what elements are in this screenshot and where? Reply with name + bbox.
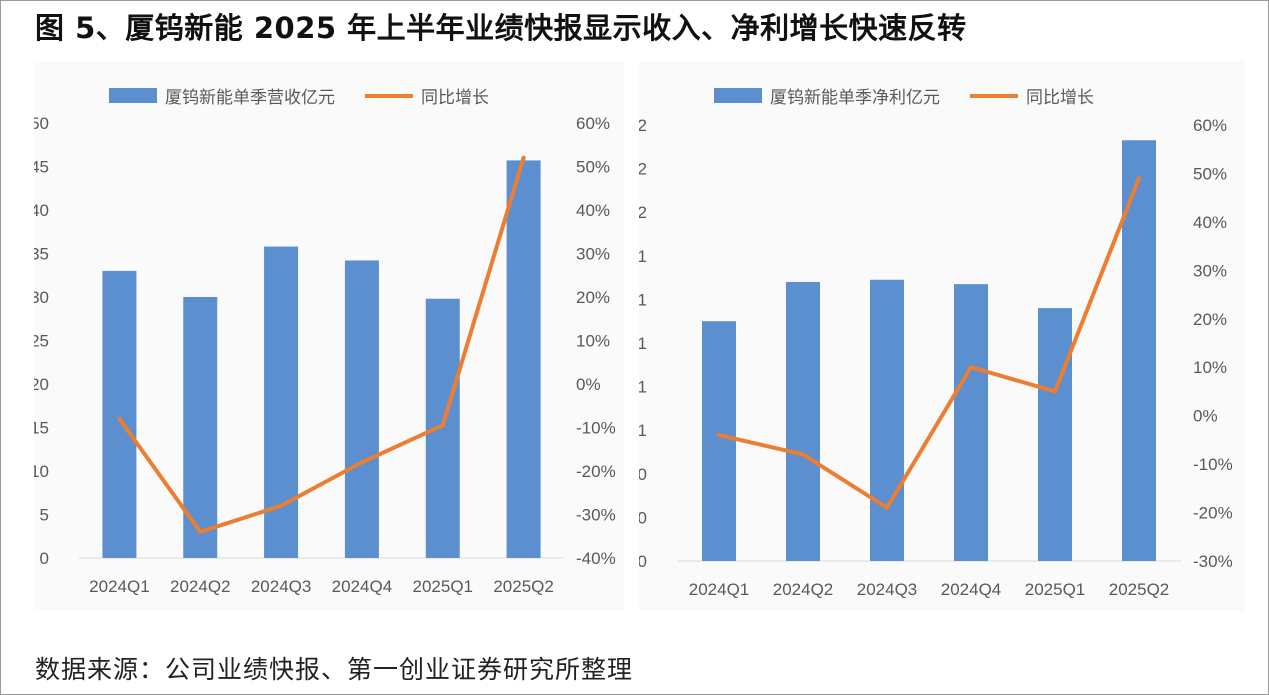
legend-bar-label: 厦钨新能单季营收亿元 [165,88,335,108]
x-tick-label: 2024Q2 [773,580,834,599]
x-tick-label: 2024Q1 [89,577,150,596]
y-left-tick-label: 2 [639,160,647,179]
bar [344,260,379,558]
y-right-tick-label: -10% [576,419,616,438]
y-right-tick-label: 10% [1193,358,1227,377]
y-left-tick-label: 1 [639,421,647,440]
y-left-tick-label: 0 [639,508,647,527]
legend-line-label: 同比增长 [1026,88,1094,108]
x-tick-label: 2025Q2 [1109,580,1170,599]
y-left-tick-label: 0 [639,552,647,571]
legend-bar-swatch [714,88,762,103]
y-left-tick-label: 5 [40,506,49,525]
y-left-tick-label: 15 [34,419,49,438]
y-right-tick-label: 10% [576,332,610,351]
bar [870,279,904,561]
profit-chart-svg: 0 0 0 1 1 1 1 1 2 2 2 -30% -20% -10% 0% 10% 20% 30% 40% 50%… [639,116,1233,599]
bar [506,160,541,558]
legend-line-swatch [365,93,413,98]
y-left-tick-label: 25 [34,332,49,351]
y-left-tick-label: 1 [639,378,647,397]
growth-point [885,505,889,510]
growth-point [279,503,284,508]
growth-point [1053,389,1057,394]
y-left-tick-label: 0 [40,549,49,568]
legend-bar-label: 厦钨新能单季净利亿元 [770,88,940,108]
y-right-tick-label: -20% [576,462,616,481]
growth-point [969,365,973,370]
y-right-tick-label: 0% [1193,407,1218,426]
x-tick-label: 2025Q1 [1025,580,1086,599]
bar [102,270,137,558]
y-left-tick-label: 2 [639,116,647,135]
growth-point [717,433,721,438]
y-left-tick-label: 1 [639,290,647,309]
source-note: 数据来源：公司业绩快报、第一创业证券研究所整理 [35,655,634,684]
x-tick-label: 2024Q4 [332,577,393,596]
x-tick-label: 2024Q3 [251,577,312,596]
growth-point [198,529,203,534]
y-right-tick-label: 30% [1193,261,1227,280]
revenue-chart-panel: 厦钨新能单季营收亿元 同比增长 0 5 10 15 20 25 30 35 40 45 50 -40%… [34,61,624,611]
x-tick-label: 2024Q4 [941,580,1002,599]
y-right-tick-label: -30% [1193,552,1233,571]
legend-bar-swatch [109,88,157,103]
y-left-tick-label: 1 [639,247,647,266]
bar [954,284,988,561]
x-tick-label: 2024Q2 [170,577,231,596]
y-left-tick-label: 1 [639,334,647,353]
bar [425,298,460,558]
y-right-tick-label: -40% [576,549,616,568]
y-left-tick-label: 45 [34,158,49,177]
profit-chart-panel: 厦钨新能单季净利亿元 同比增长 0 0 0 1 1 1 1 1 2 2 2 -30% -20% -10% 0… [639,61,1245,611]
bar [786,281,820,561]
y-right-tick-label: 40% [576,201,610,220]
y-left-tick-label: 10 [34,462,49,481]
growth-line [117,155,526,534]
y-right-tick-label: 30% [576,245,610,264]
x-tick-label: 2025Q2 [493,577,554,596]
x-tick-label: 2024Q3 [857,580,918,599]
bar [702,321,736,561]
growth-point [359,460,364,465]
y-right-tick-label: 20% [1193,310,1227,329]
y-left-tick-label: 35 [34,245,49,264]
legend-line-swatch [970,93,1018,98]
growth-point [440,423,445,428]
legend-line-label: 同比增长 [421,88,489,108]
y-left-tick-label: 20 [34,375,49,394]
y-left-tick-label: 50 [34,114,49,133]
growth-point [801,452,805,457]
y-right-tick-label: 0% [576,375,601,394]
x-tick-label: 2025Q1 [413,577,474,596]
revenue-legend: 厦钨新能单季营收亿元 同比增长 [109,83,489,108]
bar [1038,308,1072,561]
y-left-tick-label: 2 [639,203,647,222]
y-right-tick-label: -20% [1193,504,1233,523]
y-right-tick-label: 20% [576,288,610,307]
y-left-tick-label: 0 [639,465,647,484]
profit-legend: 厦钨新能单季净利亿元 同比增长 [714,83,1094,108]
y-left-tick-label: 40 [34,201,49,220]
y-right-tick-label: 60% [1193,116,1227,135]
y-right-tick-label: -10% [1193,455,1233,474]
x-tick-label: 2024Q1 [689,580,750,599]
growth-line [717,176,1141,510]
growth-point [1137,176,1141,181]
growth-point [521,155,526,160]
page-title: 图 5、厦钨新能 2025 年上半年业绩快报显示收入、净利增长快速反转 [35,11,967,45]
revenue-chart-svg: 0 5 10 15 20 25 30 35 40 45 50 -40% -30% -20% -10% 0% 10… [34,114,616,596]
y-right-tick-label: 60% [576,114,610,133]
y-right-tick-label: -30% [576,506,616,525]
growth-point [117,416,122,421]
bar [183,297,218,558]
y-right-tick-label: 40% [1193,213,1227,232]
y-right-tick-label: 50% [1193,164,1227,183]
y-right-tick-label: 50% [576,158,610,177]
y-left-tick-label: 30 [34,288,49,307]
